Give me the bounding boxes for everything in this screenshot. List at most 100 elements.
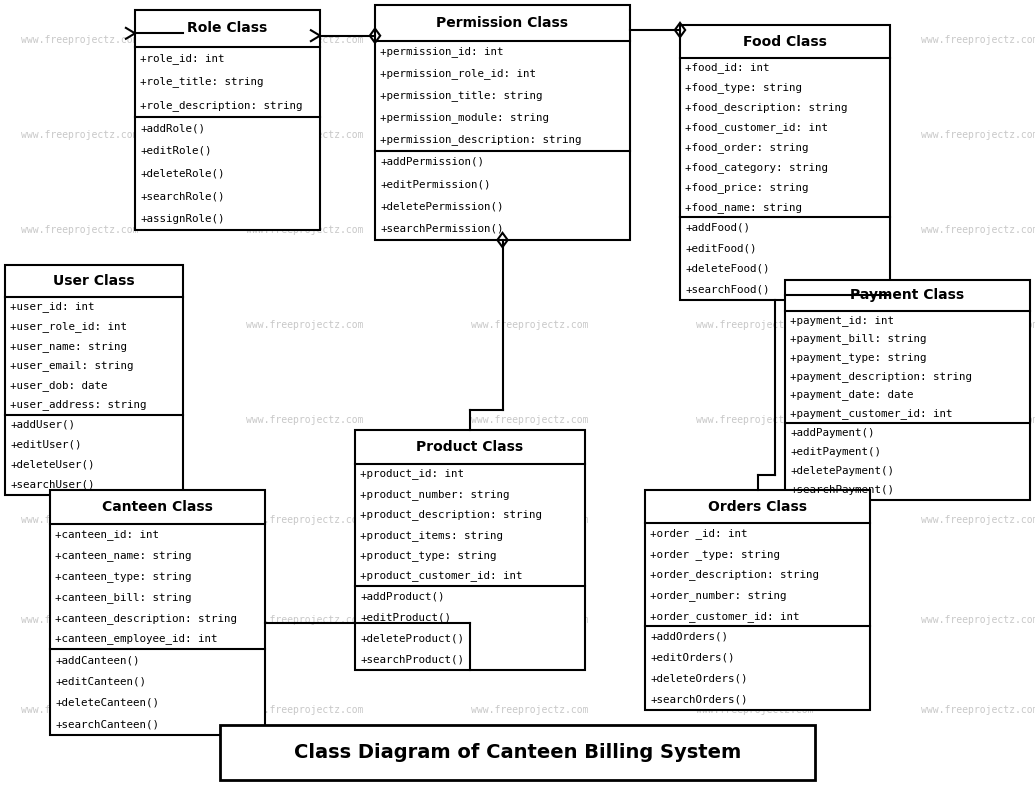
Text: +deleteCanteen(): +deleteCanteen() xyxy=(55,698,159,708)
Text: www.freeprojectz.com: www.freeprojectz.com xyxy=(921,705,1035,715)
Text: +deleteRole(): +deleteRole() xyxy=(140,169,225,178)
Text: www.freeprojectz.com: www.freeprojectz.com xyxy=(921,615,1035,625)
Text: +addFood(): +addFood() xyxy=(685,223,750,233)
Text: User Class: User Class xyxy=(53,274,135,288)
Bar xyxy=(785,280,1030,500)
Text: +searchProduct(): +searchProduct() xyxy=(360,654,464,664)
Text: +addCanteen(): +addCanteen() xyxy=(55,655,140,665)
Text: +canteen_name: string: +canteen_name: string xyxy=(55,550,191,561)
Text: +product_items: string: +product_items: string xyxy=(360,530,503,540)
Text: www.freeprojectz.com: www.freeprojectz.com xyxy=(471,320,589,330)
Text: +addRole(): +addRole() xyxy=(140,124,205,133)
Text: www.freeprojectz.com: www.freeprojectz.com xyxy=(921,35,1035,45)
Text: +searchUser(): +searchUser() xyxy=(10,480,94,490)
Text: www.freeprojectz.com: www.freeprojectz.com xyxy=(22,35,139,45)
Text: +user_role_id: int: +user_role_id: int xyxy=(10,321,127,332)
Text: www.freeprojectz.com: www.freeprojectz.com xyxy=(697,615,814,625)
Text: www.freeprojectz.com: www.freeprojectz.com xyxy=(921,320,1035,330)
Text: www.freeprojectz.com: www.freeprojectz.com xyxy=(697,225,814,235)
Bar xyxy=(355,430,585,670)
Text: www.freeprojectz.com: www.freeprojectz.com xyxy=(471,615,589,625)
Text: www.freeprojectz.com: www.freeprojectz.com xyxy=(697,130,814,140)
Bar xyxy=(645,490,870,710)
Text: +addPayment(): +addPayment() xyxy=(790,428,875,438)
Text: +addProduct(): +addProduct() xyxy=(360,592,444,602)
Text: +user_name: string: +user_name: string xyxy=(10,341,127,352)
Text: +deleteUser(): +deleteUser() xyxy=(10,460,94,470)
Text: www.freeprojectz.com: www.freeprojectz.com xyxy=(921,415,1035,425)
Text: +editRole(): +editRole() xyxy=(140,146,211,156)
Text: +order_number: string: +order_number: string xyxy=(650,590,787,601)
Text: +product_description: string: +product_description: string xyxy=(360,509,542,520)
Text: www.freeprojectz.com: www.freeprojectz.com xyxy=(22,705,139,715)
Text: +product_number: string: +product_number: string xyxy=(360,489,509,500)
Text: +product_type: string: +product_type: string xyxy=(360,550,497,561)
Text: +deleteOrders(): +deleteOrders() xyxy=(650,674,747,683)
Text: Role Class: Role Class xyxy=(187,21,268,36)
Text: www.freeprojectz.com: www.freeprojectz.com xyxy=(22,515,139,525)
Text: www.freeprojectz.com: www.freeprojectz.com xyxy=(921,225,1035,235)
Text: +product_customer_id: int: +product_customer_id: int xyxy=(360,570,523,581)
Text: Payment Class: Payment Class xyxy=(851,288,965,303)
Text: www.freeprojectz.com: www.freeprojectz.com xyxy=(22,225,139,235)
Text: Orders Class: Orders Class xyxy=(708,500,807,514)
Text: www.freeprojectz.com: www.freeprojectz.com xyxy=(246,320,363,330)
Text: +permission_description: string: +permission_description: string xyxy=(380,134,582,145)
Text: www.freeprojectz.com: www.freeprojectz.com xyxy=(246,415,363,425)
Text: Food Class: Food Class xyxy=(743,35,827,48)
Text: +canteen_id: int: +canteen_id: int xyxy=(55,529,159,540)
Bar xyxy=(680,25,890,300)
Text: +food_name: string: +food_name: string xyxy=(685,202,802,213)
Text: +canteen_employee_id: int: +canteen_employee_id: int xyxy=(55,634,217,645)
Text: +searchOrders(): +searchOrders() xyxy=(650,695,747,705)
Text: +deleteFood(): +deleteFood() xyxy=(685,264,769,274)
Text: www.freeprojectz.com: www.freeprojectz.com xyxy=(697,705,814,715)
Text: +addOrders(): +addOrders() xyxy=(650,632,728,642)
Text: +order _id: int: +order _id: int xyxy=(650,528,747,539)
Text: +payment_description: string: +payment_description: string xyxy=(790,371,972,382)
Text: Product Class: Product Class xyxy=(416,440,524,454)
Text: www.freeprojectz.com: www.freeprojectz.com xyxy=(471,415,589,425)
Text: www.freeprojectz.com: www.freeprojectz.com xyxy=(22,415,139,425)
Text: +user_id: int: +user_id: int xyxy=(10,302,94,312)
Text: Canteen Class: Canteen Class xyxy=(102,500,213,514)
Text: www.freeprojectz.com: www.freeprojectz.com xyxy=(471,35,589,45)
Text: www.freeprojectz.com: www.freeprojectz.com xyxy=(471,225,589,235)
Text: +searchPayment(): +searchPayment() xyxy=(790,485,894,495)
Text: +canteen_description: string: +canteen_description: string xyxy=(55,613,237,623)
Text: +role_title: string: +role_title: string xyxy=(140,77,264,87)
Text: +product_id: int: +product_id: int xyxy=(360,468,464,479)
Bar xyxy=(50,490,265,735)
Text: +editCanteen(): +editCanteen() xyxy=(55,676,146,687)
Text: +user_address: string: +user_address: string xyxy=(10,399,147,410)
Text: www.freeprojectz.com: www.freeprojectz.com xyxy=(246,130,363,140)
Text: +editPermission(): +editPermission() xyxy=(380,179,491,189)
Text: +editProduct(): +editProduct() xyxy=(360,612,451,623)
Text: www.freeprojectz.com: www.freeprojectz.com xyxy=(697,320,814,330)
Text: +food_category: string: +food_category: string xyxy=(685,162,828,173)
Text: +food_order: string: +food_order: string xyxy=(685,143,808,153)
Text: www.freeprojectz.com: www.freeprojectz.com xyxy=(697,35,814,45)
Text: www.freeprojectz.com: www.freeprojectz.com xyxy=(921,130,1035,140)
Text: +permission_title: string: +permission_title: string xyxy=(380,90,542,101)
Text: +editPayment(): +editPayment() xyxy=(790,447,881,457)
Text: www.freeprojectz.com: www.freeprojectz.com xyxy=(22,320,139,330)
Text: +searchCanteen(): +searchCanteen() xyxy=(55,719,159,729)
Text: Class Diagram of Canteen Billing System: Class Diagram of Canteen Billing System xyxy=(294,743,741,762)
Text: www.freeprojectz.com: www.freeprojectz.com xyxy=(246,705,363,715)
Text: www.freeprojectz.com: www.freeprojectz.com xyxy=(22,130,139,140)
Bar xyxy=(220,725,815,780)
Bar xyxy=(375,5,630,240)
Text: +canteen_type: string: +canteen_type: string xyxy=(55,571,191,582)
Text: +payment_bill: string: +payment_bill: string xyxy=(790,333,926,345)
Text: www.freeprojectz.com: www.freeprojectz.com xyxy=(471,130,589,140)
Text: +payment_date: date: +payment_date: date xyxy=(790,390,914,401)
Text: www.freeprojectz.com: www.freeprojectz.com xyxy=(921,515,1035,525)
Text: +assignRole(): +assignRole() xyxy=(140,214,225,223)
Text: +addUser(): +addUser() xyxy=(10,420,75,430)
Text: +role_id: int: +role_id: int xyxy=(140,53,225,64)
Text: +food_id: int: +food_id: int xyxy=(685,63,769,74)
Text: www.freeprojectz.com: www.freeprojectz.com xyxy=(246,35,363,45)
Text: +permission_module: string: +permission_module: string xyxy=(380,112,549,123)
Text: +deleteProduct(): +deleteProduct() xyxy=(360,634,464,644)
